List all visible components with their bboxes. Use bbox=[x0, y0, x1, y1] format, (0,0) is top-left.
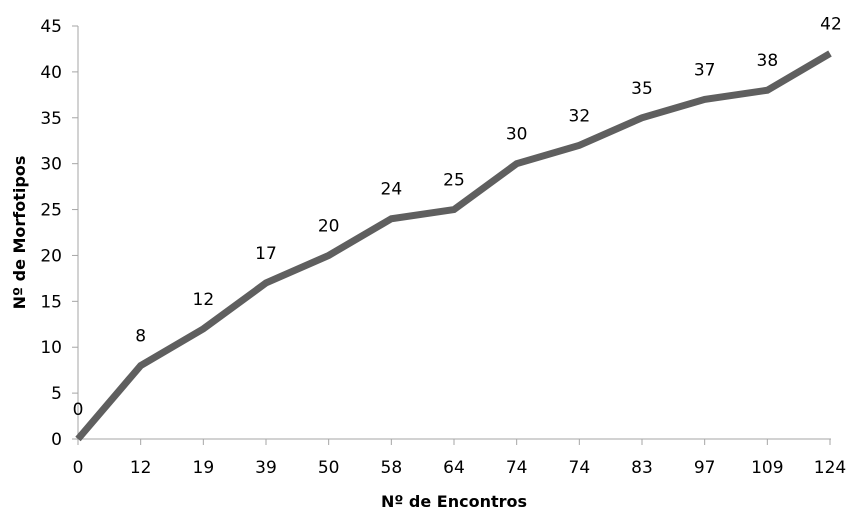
x-axis-ticks: 0 12 19 39 50 58 64 74 74 83 97 109 124 bbox=[73, 439, 846, 478]
y-tick-label: 40 bbox=[40, 63, 62, 83]
y-tick-label: 30 bbox=[40, 155, 62, 175]
y-tick-label: 45 bbox=[40, 17, 62, 37]
data-label: 8 bbox=[135, 327, 146, 347]
data-label: 20 bbox=[318, 216, 340, 236]
data-label: 35 bbox=[631, 79, 653, 99]
x-tick-label: 39 bbox=[255, 458, 277, 478]
data-label: 42 bbox=[820, 15, 842, 35]
y-tick-label: 15 bbox=[40, 292, 62, 312]
data-label: 38 bbox=[757, 51, 779, 71]
data-label: 30 bbox=[506, 125, 528, 145]
y-tick-label: 0 bbox=[51, 430, 62, 450]
x-tick-label: 74 bbox=[506, 458, 528, 478]
series-group bbox=[75, 50, 832, 442]
x-tick-label: 97 bbox=[694, 458, 716, 478]
y-tick-label: 5 bbox=[51, 384, 62, 404]
data-label: 24 bbox=[381, 180, 403, 200]
data-label: 37 bbox=[694, 60, 716, 80]
x-axis-title: Nº de Encontros bbox=[381, 492, 527, 511]
y-tick-label: 25 bbox=[40, 201, 62, 221]
data-label: 32 bbox=[569, 106, 591, 126]
x-tick-label: 83 bbox=[631, 458, 653, 478]
x-tick-label: 74 bbox=[569, 458, 591, 478]
data-label: 12 bbox=[193, 290, 215, 310]
y-tick-label: 10 bbox=[40, 338, 62, 358]
x-tick-label: 50 bbox=[318, 458, 340, 478]
y-tick-label: 20 bbox=[40, 246, 62, 266]
x-tick-label: 12 bbox=[130, 458, 152, 478]
x-tick-label: 124 bbox=[814, 458, 846, 478]
x-tick-label: 0 bbox=[73, 458, 84, 478]
y-axis-title: Nº de Morfotipos bbox=[10, 156, 29, 310]
y-tick-label: 35 bbox=[40, 109, 62, 129]
data-labels: 0 8 12 17 20 24 25 30 32 35 37 38 42 bbox=[73, 15, 842, 420]
x-tick-label: 109 bbox=[751, 458, 783, 478]
data-label: 0 bbox=[73, 400, 84, 420]
x-tick-label: 19 bbox=[193, 458, 215, 478]
x-tick-label: 58 bbox=[381, 458, 403, 478]
y-axis-ticks: 0 5 10 15 20 25 30 35 40 45 bbox=[40, 17, 78, 450]
series-line bbox=[75, 50, 832, 442]
data-label: 25 bbox=[443, 171, 465, 191]
x-tick-label: 64 bbox=[443, 458, 465, 478]
data-label: 17 bbox=[255, 244, 277, 264]
